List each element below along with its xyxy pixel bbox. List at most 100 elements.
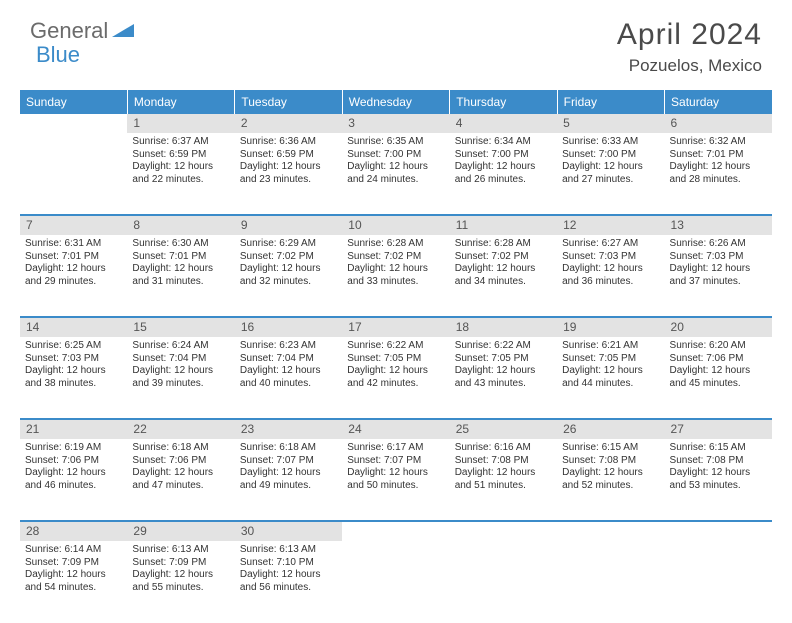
- sunrise-line: Sunrise: 6:16 AM: [455, 442, 552, 455]
- day-number: 24: [342, 419, 449, 439]
- sunset-line: Sunset: 7:00 PM: [347, 149, 444, 162]
- sunrise-line: Sunrise: 6:34 AM: [455, 136, 552, 149]
- day-number: 20: [665, 317, 772, 337]
- day-content-row: Sunrise: 6:19 AMSunset: 7:06 PMDaylight:…: [20, 439, 772, 521]
- sunrise-line: Sunrise: 6:31 AM: [25, 238, 122, 251]
- sunset-line: Sunset: 7:08 PM: [670, 455, 767, 468]
- sunset-line: Sunset: 7:08 PM: [455, 455, 552, 468]
- daylight-line: Daylight: 12 hours and 53 minutes.: [670, 467, 767, 492]
- daylight-line: Daylight: 12 hours and 45 minutes.: [670, 365, 767, 390]
- day-number: 5: [557, 114, 664, 133]
- daylight-line: Daylight: 12 hours and 24 minutes.: [347, 161, 444, 186]
- daylight-line: Daylight: 12 hours and 31 minutes.: [132, 263, 229, 288]
- day-cell: [450, 541, 557, 623]
- day-number: 1: [127, 114, 234, 133]
- day-number: [450, 521, 557, 541]
- sunrise-line: Sunrise: 6:35 AM: [347, 136, 444, 149]
- day-cell: Sunrise: 6:32 AMSunset: 7:01 PMDaylight:…: [665, 133, 772, 215]
- month-title: April 2024: [617, 18, 762, 52]
- day-cell: Sunrise: 6:15 AMSunset: 7:08 PMDaylight:…: [665, 439, 772, 521]
- day-cell: Sunrise: 6:16 AMSunset: 7:08 PMDaylight:…: [450, 439, 557, 521]
- day-number: 27: [665, 419, 772, 439]
- day-cell: Sunrise: 6:22 AMSunset: 7:05 PMDaylight:…: [450, 337, 557, 419]
- sunset-line: Sunset: 6:59 PM: [132, 149, 229, 162]
- sunrise-line: Sunrise: 6:28 AM: [455, 238, 552, 251]
- sunrise-line: Sunrise: 6:22 AM: [455, 340, 552, 353]
- sunset-line: Sunset: 7:08 PM: [562, 455, 659, 468]
- daylight-line: Daylight: 12 hours and 37 minutes.: [670, 263, 767, 288]
- sunrise-line: Sunrise: 6:13 AM: [240, 544, 337, 557]
- daylight-line: Daylight: 12 hours and 33 minutes.: [347, 263, 444, 288]
- day-cell: Sunrise: 6:13 AMSunset: 7:09 PMDaylight:…: [127, 541, 234, 623]
- title-block: April 2024 Pozuelos, Mexico: [617, 18, 762, 76]
- day-content-row: Sunrise: 6:14 AMSunset: 7:09 PMDaylight:…: [20, 541, 772, 623]
- day-number: 29: [127, 521, 234, 541]
- daylight-line: Daylight: 12 hours and 29 minutes.: [25, 263, 122, 288]
- daylight-line: Daylight: 12 hours and 36 minutes.: [562, 263, 659, 288]
- day-cell: Sunrise: 6:28 AMSunset: 7:02 PMDaylight:…: [342, 235, 449, 317]
- day-number-row: 21222324252627: [20, 419, 772, 439]
- sunrise-line: Sunrise: 6:26 AM: [670, 238, 767, 251]
- daylight-line: Daylight: 12 hours and 23 minutes.: [240, 161, 337, 186]
- header: General April 2024 Pozuelos, Mexico: [0, 0, 792, 84]
- daylight-line: Daylight: 12 hours and 28 minutes.: [670, 161, 767, 186]
- daylight-line: Daylight: 12 hours and 52 minutes.: [562, 467, 659, 492]
- day-number: [557, 521, 664, 541]
- day-cell: Sunrise: 6:28 AMSunset: 7:02 PMDaylight:…: [450, 235, 557, 317]
- day-number: 13: [665, 215, 772, 235]
- day-content-row: Sunrise: 6:31 AMSunset: 7:01 PMDaylight:…: [20, 235, 772, 317]
- day-content-row: Sunrise: 6:25 AMSunset: 7:03 PMDaylight:…: [20, 337, 772, 419]
- day-number: 15: [127, 317, 234, 337]
- sunrise-line: Sunrise: 6:15 AM: [562, 442, 659, 455]
- day-cell: Sunrise: 6:34 AMSunset: 7:00 PMDaylight:…: [450, 133, 557, 215]
- daylight-line: Daylight: 12 hours and 22 minutes.: [132, 161, 229, 186]
- day-number: 4: [450, 114, 557, 133]
- calendar-body: 123456Sunrise: 6:37 AMSunset: 6:59 PMDay…: [20, 114, 772, 623]
- day-number: 25: [450, 419, 557, 439]
- day-number-row: 282930: [20, 521, 772, 541]
- daylight-line: Daylight: 12 hours and 50 minutes.: [347, 467, 444, 492]
- sunset-line: Sunset: 7:10 PM: [240, 557, 337, 570]
- sunset-line: Sunset: 7:02 PM: [455, 251, 552, 264]
- daylight-line: Daylight: 12 hours and 54 minutes.: [25, 569, 122, 594]
- sunrise-line: Sunrise: 6:20 AM: [670, 340, 767, 353]
- day-number: 11: [450, 215, 557, 235]
- day-number: 21: [20, 419, 127, 439]
- day-cell: [342, 541, 449, 623]
- daylight-line: Daylight: 12 hours and 56 minutes.: [240, 569, 337, 594]
- sunset-line: Sunset: 7:03 PM: [25, 353, 122, 366]
- sunset-line: Sunset: 7:07 PM: [347, 455, 444, 468]
- sunrise-line: Sunrise: 6:18 AM: [240, 442, 337, 455]
- daylight-line: Daylight: 12 hours and 49 minutes.: [240, 467, 337, 492]
- day-number: 18: [450, 317, 557, 337]
- sunrise-line: Sunrise: 6:18 AM: [132, 442, 229, 455]
- sunset-line: Sunset: 6:59 PM: [240, 149, 337, 162]
- sunset-line: Sunset: 7:05 PM: [347, 353, 444, 366]
- day-number-row: 123456: [20, 114, 772, 133]
- sunset-line: Sunset: 7:07 PM: [240, 455, 337, 468]
- day-header: Wednesday: [342, 90, 449, 114]
- sunset-line: Sunset: 7:01 PM: [670, 149, 767, 162]
- day-number: 19: [557, 317, 664, 337]
- daylight-line: Daylight: 12 hours and 27 minutes.: [562, 161, 659, 186]
- day-number: 16: [235, 317, 342, 337]
- day-number: 2: [235, 114, 342, 133]
- sunset-line: Sunset: 7:05 PM: [455, 353, 552, 366]
- day-cell: Sunrise: 6:35 AMSunset: 7:00 PMDaylight:…: [342, 133, 449, 215]
- day-number: 22: [127, 419, 234, 439]
- sunset-line: Sunset: 7:00 PM: [455, 149, 552, 162]
- day-cell: Sunrise: 6:24 AMSunset: 7:04 PMDaylight:…: [127, 337, 234, 419]
- day-number: 28: [20, 521, 127, 541]
- sunrise-line: Sunrise: 6:24 AM: [132, 340, 229, 353]
- day-number: 26: [557, 419, 664, 439]
- day-number: 8: [127, 215, 234, 235]
- day-cell: Sunrise: 6:14 AMSunset: 7:09 PMDaylight:…: [20, 541, 127, 623]
- sunrise-line: Sunrise: 6:22 AM: [347, 340, 444, 353]
- sunrise-line: Sunrise: 6:15 AM: [670, 442, 767, 455]
- daylight-line: Daylight: 12 hours and 40 minutes.: [240, 365, 337, 390]
- day-cell: [20, 133, 127, 215]
- sunset-line: Sunset: 7:04 PM: [132, 353, 229, 366]
- daylight-line: Daylight: 12 hours and 44 minutes.: [562, 365, 659, 390]
- sunrise-line: Sunrise: 6:33 AM: [562, 136, 659, 149]
- day-number: 3: [342, 114, 449, 133]
